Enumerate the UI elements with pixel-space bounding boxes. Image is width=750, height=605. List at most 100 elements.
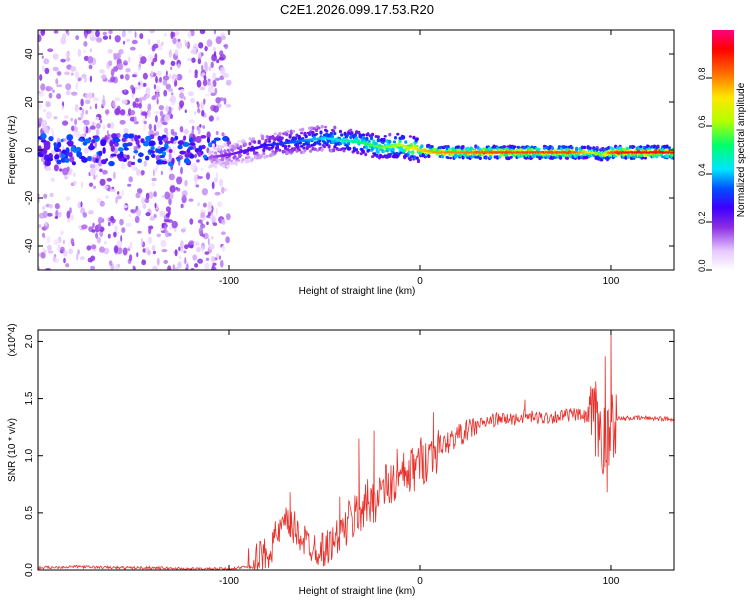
- spectrogram-ridge-cell: [580, 145, 584, 150]
- spectrogram-noise-cell: [65, 51, 70, 59]
- spectrogram-ridge-cell: [632, 145, 636, 149]
- spectrogram-noise-cell: [142, 82, 147, 87]
- spectrogram-noise-cell: [70, 145, 76, 152]
- spectrogram-noise-cell: [60, 230, 64, 236]
- spectrogram-noise-cell: [149, 150, 155, 154]
- spectrogram-noise-cell: [162, 79, 168, 86]
- spectrogram-noise-cell: [77, 78, 81, 82]
- spectrogram-noise-cell: [197, 258, 204, 264]
- spectrogram-noise-cell: [63, 250, 68, 257]
- spectrogram-noise-cell: [141, 96, 147, 101]
- spectrogram-noise-cell: [74, 71, 80, 79]
- spectrogram-noise-cell: [114, 138, 121, 143]
- spectrogram-y-tick-label: -40: [24, 238, 35, 253]
- spectrogram-noise-cell: [197, 202, 200, 207]
- spectrogram-ridge-cell: [588, 146, 592, 150]
- spectrogram-noise-cell: [102, 147, 106, 154]
- spectrogram-noise-cell: [129, 46, 136, 51]
- spectrogram-noise-cell: [205, 172, 211, 180]
- spectrogram-ridge-cell: [220, 145, 225, 149]
- spectrogram-ridge-cell: [343, 147, 347, 150]
- spectrogram-noise-cell: [99, 246, 105, 253]
- spectrogram-ridge-cell: [461, 145, 465, 149]
- spectrogram-noise-cell: [156, 257, 160, 266]
- spectrogram-noise-cell: [62, 120, 69, 126]
- spectrogram-ridge-cell: [246, 152, 250, 156]
- spectrogram-noise-cell: [222, 72, 229, 78]
- spectrogram-noise-cell: [207, 81, 211, 86]
- spectrogram-noise-cell: [147, 236, 153, 245]
- spectrogram-y-tick-label: -20: [24, 190, 35, 205]
- spectrogram-ridge-cell: [291, 129, 296, 133]
- spectrogram-noise-cell: [121, 162, 126, 170]
- spectrogram-ridge-cell: [565, 156, 570, 160]
- spectrogram-noise-cell: [224, 43, 229, 50]
- spectrogram-noise-cell: [213, 50, 217, 58]
- spectrogram-noise-cell: [81, 181, 83, 189]
- spectrogram-noise-cell: [225, 79, 232, 86]
- spectrogram-noise-cell: [121, 189, 124, 197]
- spectrogram-ridge-cell: [412, 135, 416, 140]
- spectrogram-ridge-cell: [224, 143, 228, 148]
- spectrogram-noise-cell: [203, 98, 206, 105]
- figure-title: C2E1.2026.099.17.53.R20: [280, 2, 434, 17]
- spectrogram-ridge-cell: [413, 144, 417, 149]
- spectrogram-noise-cell: [122, 204, 128, 209]
- spectrogram-noise-cell: [99, 168, 103, 173]
- spectrogram-ridge-cell: [559, 157, 563, 160]
- spectrogram-noise-cell: [190, 267, 195, 270]
- spectrogram-noise-cell: [201, 64, 204, 71]
- spectrogram-noise-cell: [38, 103, 42, 110]
- spectrogram-noise-cell: [63, 174, 69, 179]
- spectrogram-noise-cell: [44, 221, 48, 227]
- spectrogram-noise-cell: [121, 227, 126, 234]
- spectrogram-noise-cell: [67, 140, 74, 147]
- spectrogram-noise-cell: [133, 155, 135, 160]
- spectrogram-ridge-cell: [290, 149, 294, 153]
- spectrogram-noise-cell: [179, 92, 185, 99]
- spectrogram-ridge-cell: [285, 132, 289, 137]
- spectrogram-noise-cell: [43, 143, 51, 151]
- spectrogram-ridge-cell: [375, 153, 379, 158]
- spectrogram-ridge-cell: [359, 152, 363, 156]
- spectrogram-noise-cell: [152, 250, 156, 255]
- spectrogram-noise-cell: [62, 239, 65, 245]
- spectrogram-noise-cell: [69, 207, 72, 214]
- spectrogram-noise-cell: [64, 157, 70, 163]
- spectrogram-noise-cell: [95, 30, 100, 38]
- spectrogram-noise-cell: [215, 130, 219, 136]
- spectrogram-noise-cell: [161, 223, 165, 229]
- spectrogram-noise-cell: [142, 248, 146, 253]
- spectrogram-noise-cell: [188, 198, 194, 202]
- spectrogram-ridge-cell: [214, 151, 218, 155]
- spectrogram-noise-cell: [89, 259, 93, 263]
- spectrogram-noise-cell: [219, 66, 226, 75]
- spectrogram-noise-cell: [121, 99, 128, 105]
- spectrogram-noise-cell: [188, 153, 195, 159]
- spectrogram-ridge-cell: [622, 147, 626, 151]
- spectrogram-noise-cell: [187, 31, 192, 39]
- spectrogram-noise-cell: [121, 30, 126, 38]
- spectrogram-noise-cell: [203, 75, 207, 80]
- spectrogram-ridge-cell: [293, 147, 297, 151]
- spectrogram-ridge-cell: [267, 140, 272, 143]
- spectrogram-ridge-cell: [411, 150, 415, 155]
- spectrogram-ridge-cell: [356, 150, 360, 154]
- spectrogram-noise-cell: [95, 174, 98, 179]
- spectrogram-noise-cell: [212, 72, 217, 80]
- spectrogram-noise-cell: [102, 169, 108, 175]
- spectrogram-noise-cell: [172, 264, 175, 270]
- spectrogram-marks: [38, 30, 674, 270]
- spectrogram-noise-cell: [70, 72, 74, 76]
- spectrogram-noise-cell: [183, 129, 189, 134]
- spectrogram-noise-cell: [168, 192, 174, 200]
- spectrogram-noise-cell: [164, 127, 168, 133]
- spectrogram-noise-cell: [124, 143, 131, 147]
- spectrogram-ridge-cell: [366, 132, 370, 136]
- spectrogram-noise-cell: [104, 109, 110, 115]
- spectrogram-noise-cell: [206, 221, 209, 225]
- spectrogram-noise-cell: [194, 69, 198, 76]
- spectrogram-noise-cell: [141, 196, 145, 205]
- spectrogram-noise-cell: [195, 184, 200, 188]
- spectrogram-noise-cell: [184, 42, 189, 47]
